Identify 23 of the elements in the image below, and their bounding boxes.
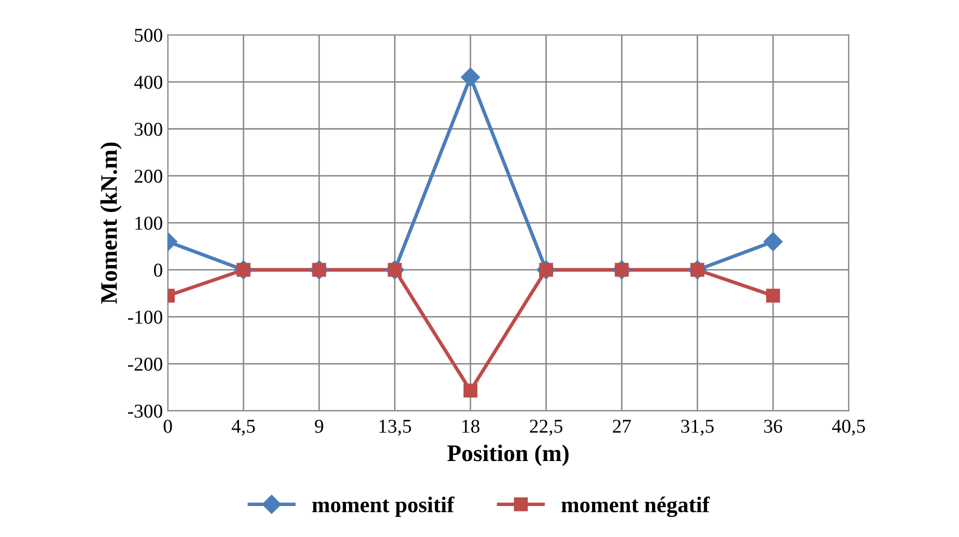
- x-tick-label: 0: [164, 420, 172, 433]
- y-tick-label: 300: [134, 122, 162, 136]
- legend-label: moment négatif: [561, 496, 710, 517]
- x-axis-title: Position (m): [447, 444, 569, 466]
- x-tick-label: 31,5: [681, 420, 714, 436]
- y-axis-title: Moment (kN.m): [100, 142, 122, 304]
- y-tick-label: -300: [128, 404, 162, 418]
- y-tick-label: -200: [128, 358, 162, 371]
- y-tick-label: 400: [134, 76, 162, 89]
- y-tick-label: 500: [134, 28, 162, 42]
- x-tick-label: 36: [764, 420, 782, 433]
- x-tick-label: 4,5: [232, 420, 255, 436]
- y-tick-label: 100: [136, 216, 162, 230]
- y-tick-label: 200: [134, 170, 162, 183]
- x-tick-label: 40,5: [832, 420, 865, 436]
- x-tick-label: 22,5: [530, 420, 562, 436]
- x-tick-label: 9: [314, 420, 324, 433]
- legend-label: moment positif: [312, 496, 454, 517]
- x-tick-label: 18: [462, 420, 480, 433]
- x-tick-label: 27: [612, 420, 631, 433]
- x-tick-label: 13,5: [379, 420, 412, 436]
- y-tick-label: -100: [128, 310, 162, 324]
- y-tick-label: 0: [154, 264, 162, 277]
